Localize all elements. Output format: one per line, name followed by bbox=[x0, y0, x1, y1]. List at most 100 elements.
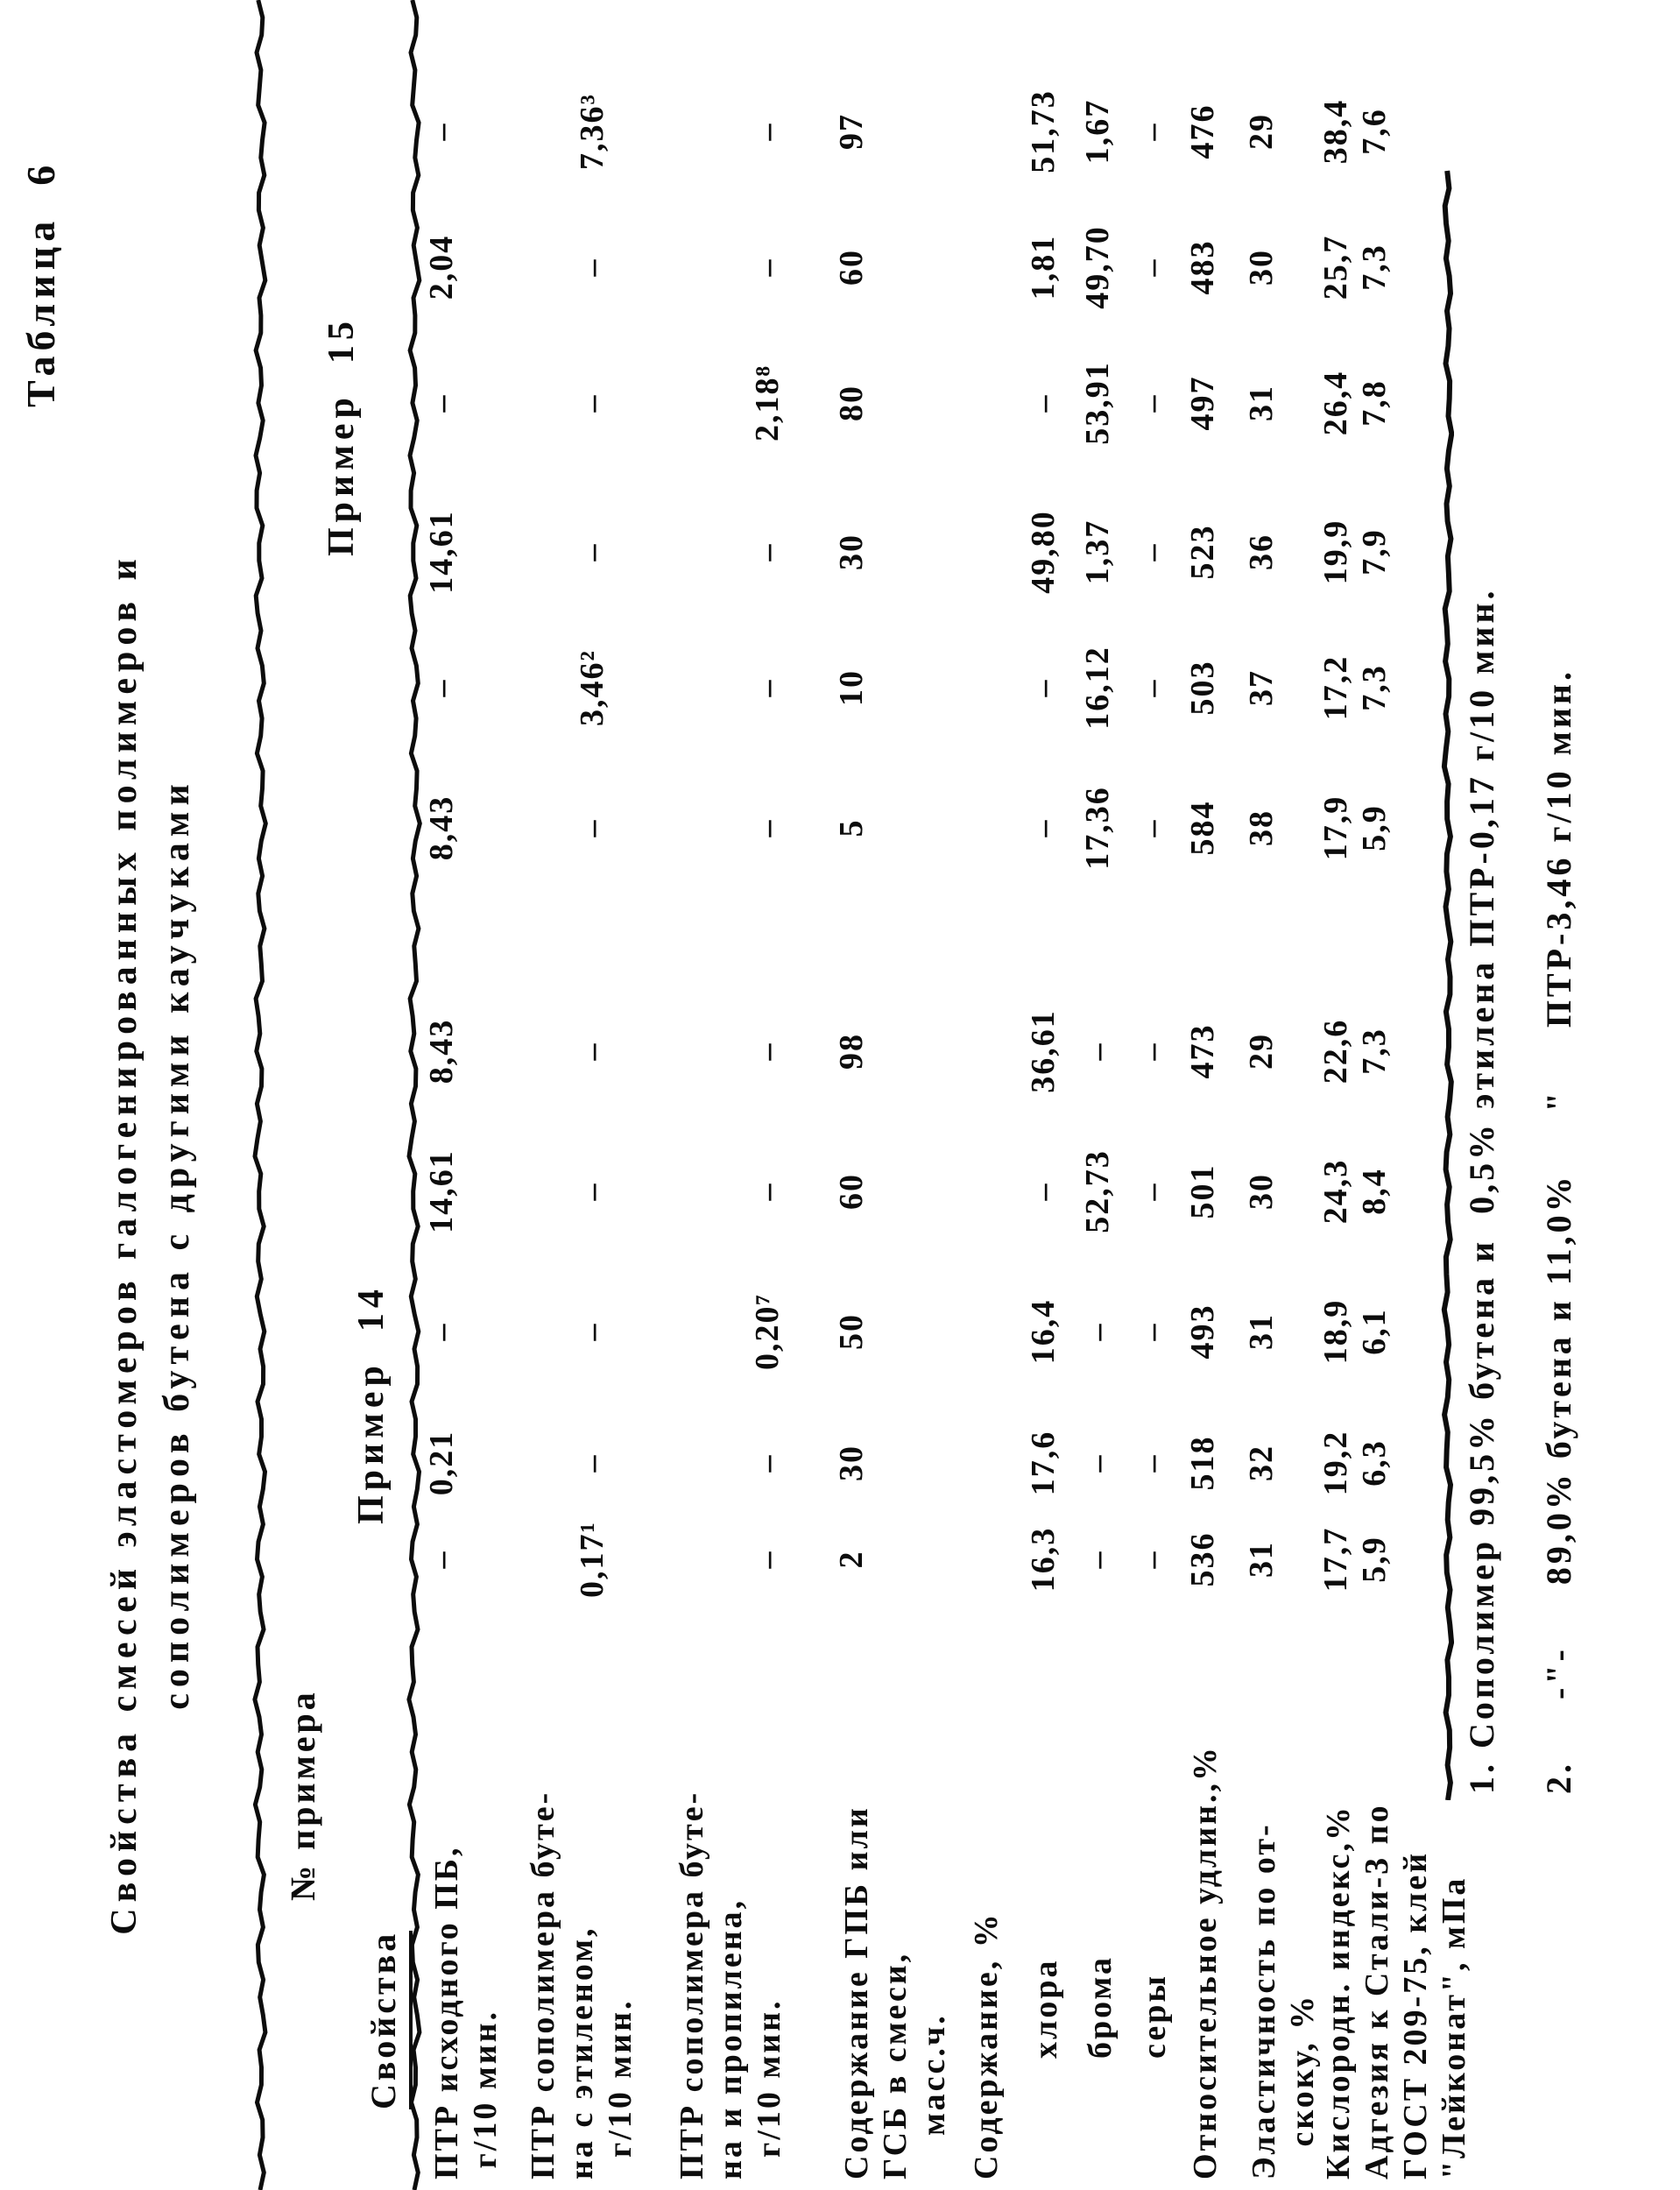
table-cell: 584 bbox=[1184, 800, 1221, 856]
row-label: Адгезия к Стали-3 по ГОСТ 209-75, клей "Ле… bbox=[1358, 1803, 1473, 2179]
table-cell: 36 bbox=[1243, 533, 1280, 570]
row-label-line: на с этиленом, bbox=[563, 1925, 600, 2179]
table-cell: – bbox=[1133, 1322, 1170, 1341]
table-cell: 16,4 bbox=[1025, 1298, 1062, 1365]
footnote-2: 2. -"- 89,0% бутена и 11,0% " ПТР-3,46 г… bbox=[1539, 668, 1578, 1794]
table-cell: – bbox=[574, 1453, 611, 1473]
column-group-primer-14: Пример 14 bbox=[351, 1284, 392, 1524]
table-cell: 6,1 bbox=[1356, 1308, 1393, 1355]
table-cell: – bbox=[1133, 1042, 1170, 1061]
table-cell: 19,2 bbox=[1317, 1430, 1354, 1496]
table-cell: – bbox=[749, 122, 786, 141]
table-cell: – bbox=[749, 542, 786, 562]
table-cell: 5 bbox=[833, 818, 870, 837]
table-cell: 97 bbox=[833, 113, 870, 150]
row-label-line: ПТР сополимера буте- bbox=[525, 1790, 561, 2179]
table-cell: – bbox=[1133, 258, 1170, 277]
row-label: Кислородн. индекс,% bbox=[1319, 1805, 1358, 2179]
row-label: серы bbox=[1135, 1974, 1174, 2059]
table-cell: 8,43 bbox=[423, 795, 460, 861]
table-cell: 1,67 bbox=[1079, 98, 1116, 165]
table-cell: – bbox=[1133, 542, 1170, 562]
table-row: брома – – – 52,73 – 17,36 16,12 1,37 53,91 49,70 1,… bbox=[1079, 0, 1119, 2190]
column-group-primer-15: Пример 15 bbox=[321, 316, 362, 556]
row-label-line: ГОСТ 209-75, клей bbox=[1397, 1850, 1434, 2179]
table-number-label: Таблица 6 bbox=[18, 159, 63, 407]
table-cell: 518 bbox=[1184, 1435, 1221, 1491]
table-cell: 31 bbox=[1243, 1541, 1280, 1578]
table-cell: – bbox=[423, 678, 460, 697]
table-cell: 5,9 bbox=[1356, 1536, 1393, 1583]
table-cell: 7,36³ bbox=[574, 93, 611, 170]
table-cell: 7,9 bbox=[1356, 528, 1393, 576]
row-label-line: "Лейконат", мПа bbox=[1436, 1876, 1472, 2179]
table-cell: – bbox=[574, 818, 611, 837]
table-cell: – bbox=[1025, 678, 1062, 697]
table-cell: 7,6 bbox=[1356, 108, 1393, 155]
table-cell: – bbox=[749, 1550, 786, 1569]
table-cell: – bbox=[1133, 1453, 1170, 1473]
table-cell: 29 bbox=[1243, 113, 1280, 150]
table-cell: 2,04 bbox=[423, 234, 460, 300]
table-cell: 49,70 bbox=[1079, 225, 1116, 309]
table-cell: 17,7 bbox=[1317, 1526, 1354, 1593]
table-cell: – bbox=[1133, 818, 1170, 837]
table-cell: – bbox=[574, 1042, 611, 1061]
table-cell: – bbox=[574, 542, 611, 562]
table-cell: – bbox=[574, 1322, 611, 1341]
table-cell: 7,3 bbox=[1356, 664, 1393, 711]
table-cell: 5,9 bbox=[1356, 804, 1393, 851]
table-cell: 98 bbox=[833, 1033, 870, 1070]
table-cell: – bbox=[1133, 678, 1170, 697]
table-cell: 17,9 bbox=[1317, 795, 1354, 861]
row-label-line: брома bbox=[1082, 1954, 1119, 2059]
footnote-separator-rule bbox=[1441, 170, 1454, 1800]
header-top-rule bbox=[252, 0, 268, 2190]
row-label-line: г/10 мин. bbox=[467, 2010, 504, 2179]
table-cell: 493 bbox=[1184, 1303, 1221, 1360]
table-cell: – bbox=[749, 818, 786, 837]
table-cell: 0,20⁷ bbox=[749, 1293, 786, 1370]
table-cell: – bbox=[423, 122, 460, 141]
table-cell: 8,4 bbox=[1356, 1168, 1393, 1215]
table-cell: – bbox=[749, 258, 786, 277]
table-row: ПТР сополимера буте-на с этиленом, г/10 … bbox=[524, 0, 639, 2190]
row-label: ПТР сополимера буте-на с этиленом, г/10 … bbox=[524, 1791, 639, 2179]
corner-label-nomer-primera: № примера bbox=[283, 1689, 322, 1901]
table-row: серы – – – – – – – – – – – bbox=[1133, 0, 1173, 2190]
row-label-line: на и пропилена, bbox=[712, 1897, 749, 2179]
row-label-line: г/10 мин. bbox=[602, 1998, 639, 2179]
table-cell: 80 bbox=[833, 385, 870, 421]
table-cell: 3,46² bbox=[574, 649, 611, 726]
table-cell: 0,21 bbox=[423, 1430, 460, 1496]
table-cell: 50 bbox=[833, 1313, 870, 1350]
table-cell: – bbox=[574, 258, 611, 277]
table-cell: 60 bbox=[833, 249, 870, 286]
row-label-line: ПТР сополимера буте- bbox=[674, 1790, 710, 2179]
footnote-1: 1. Сополимер 99,5% бутена и 0,5% этилена… bbox=[1462, 587, 1501, 1795]
table-cell: – bbox=[423, 393, 460, 413]
table-cell: – bbox=[1025, 393, 1062, 413]
row-label: Содержание ГПБ или ГСБ в смеси, масс.ч. bbox=[837, 1805, 953, 2179]
row-label-line: Относительное удлин.,% bbox=[1187, 1744, 1224, 2179]
table-cell: 30 bbox=[833, 1445, 870, 1481]
table-cell: – bbox=[749, 1182, 786, 1201]
table-cell: 60 bbox=[833, 1173, 870, 1210]
table-cell: 24,3 bbox=[1317, 1158, 1354, 1225]
table-cell: 523 bbox=[1184, 524, 1221, 580]
header-bottom-rule bbox=[406, 0, 422, 2190]
table-cell: 29 bbox=[1243, 1033, 1280, 1070]
table-cell: 7,8 bbox=[1356, 379, 1393, 427]
table-cell: – bbox=[1079, 1042, 1116, 1061]
row-label: брома bbox=[1081, 1955, 1119, 2059]
table-cell: – bbox=[749, 678, 786, 697]
row-label-line: масс.ч. bbox=[915, 2013, 952, 2179]
table-cell: 2 bbox=[833, 1550, 870, 1569]
row-label: ПТР сополимера буте-на и пропилена, г/10… bbox=[673, 1791, 788, 2179]
table-row: ПТР исходного ПБ, г/10 мин. – 0,21 – 14,61 8,… bbox=[423, 0, 504, 2190]
row-label-line: Адгезия к Стали-3 по bbox=[1359, 1803, 1395, 2179]
table-row: Относительное удлин.,% 536 518 493 501 473 584… bbox=[1184, 0, 1224, 2190]
table-cell: 30 bbox=[1243, 249, 1280, 286]
row-label-line: Содержание ГПБ или bbox=[838, 1805, 875, 2179]
